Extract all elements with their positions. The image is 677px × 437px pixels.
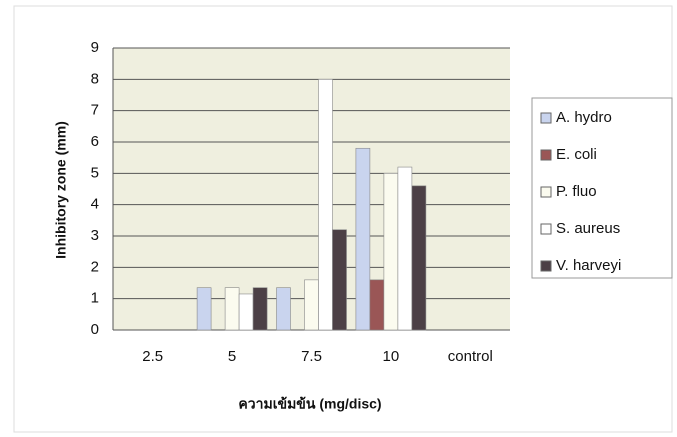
legend-label: E. coli bbox=[556, 146, 597, 163]
y-tick-label: 1 bbox=[91, 290, 99, 307]
legend-label: P. fluo bbox=[556, 183, 597, 200]
x-axis-title: ความเข้มข้น (mg/disc) bbox=[238, 396, 381, 412]
bar bbox=[196, 287, 212, 331]
y-tick-label: 8 bbox=[91, 70, 99, 87]
legend-swatch bbox=[540, 149, 552, 161]
x-tick-label: 2.5 bbox=[142, 348, 163, 365]
bar bbox=[238, 293, 254, 331]
legend-label: S. aureus bbox=[556, 220, 620, 237]
y-tick-label: 3 bbox=[91, 227, 99, 244]
legend-label: V. harveyi bbox=[556, 257, 621, 274]
y-tick-label: 2 bbox=[91, 258, 99, 275]
bar bbox=[355, 147, 371, 331]
y-tick-label: 0 bbox=[91, 321, 99, 338]
y-tick-label: 4 bbox=[91, 196, 99, 213]
legend-swatch bbox=[540, 112, 552, 124]
legend-swatch bbox=[540, 223, 552, 235]
x-tick-label: 5 bbox=[228, 348, 236, 365]
y-tick-label: 9 bbox=[91, 39, 99, 56]
bar bbox=[252, 287, 268, 331]
x-tick-label: 7.5 bbox=[301, 348, 322, 365]
bar bbox=[304, 279, 319, 331]
bar bbox=[276, 287, 291, 331]
x-tick-label: control bbox=[448, 348, 493, 365]
y-tick-label: 6 bbox=[91, 133, 99, 150]
bar bbox=[397, 166, 413, 331]
bar bbox=[369, 279, 385, 331]
bar bbox=[318, 79, 333, 331]
y-axis-title: Inhibitory zone (mm) bbox=[53, 121, 69, 259]
x-tick-label: 10 bbox=[383, 348, 400, 365]
legend-swatch bbox=[540, 186, 552, 198]
legend-swatch bbox=[540, 260, 552, 272]
bar bbox=[383, 173, 399, 331]
y-tick-label: 5 bbox=[91, 164, 99, 181]
bar bbox=[411, 185, 427, 331]
legend-box bbox=[531, 97, 673, 279]
bar bbox=[224, 287, 240, 331]
y-tick-label: 7 bbox=[91, 102, 99, 119]
legend-label: A. hydro bbox=[556, 109, 612, 126]
bar bbox=[332, 229, 347, 331]
